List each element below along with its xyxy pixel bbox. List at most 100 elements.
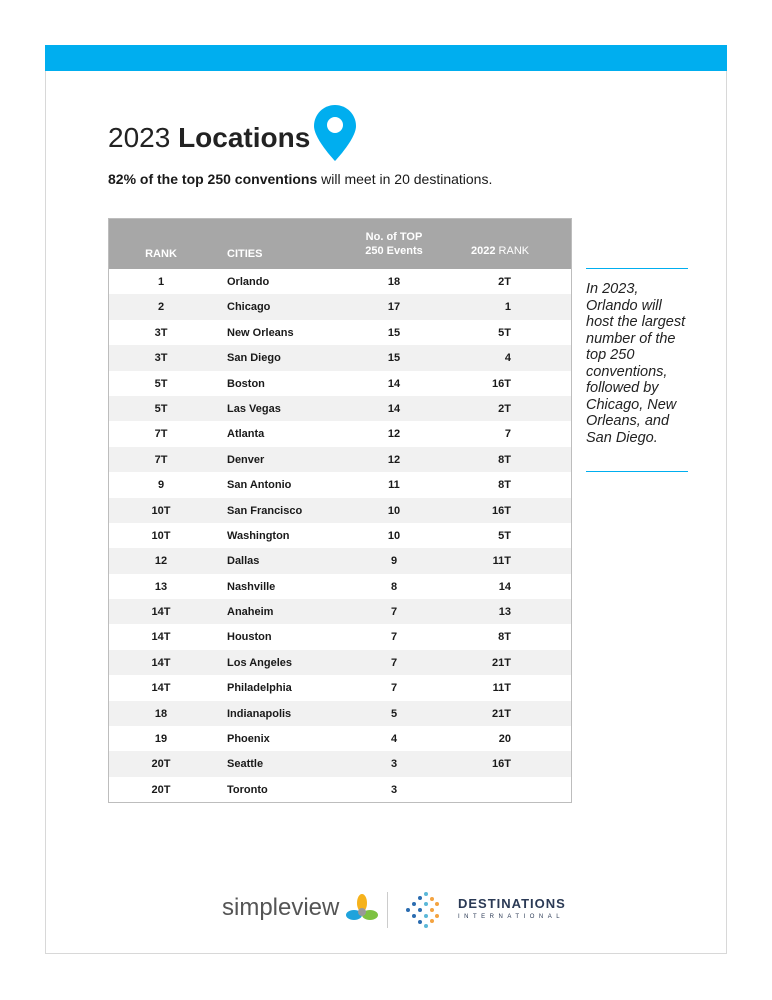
rank-cell: 18 <box>154 707 168 720</box>
destinations-international-mark-icon <box>406 892 439 928</box>
rank-cell: 3T <box>154 326 168 339</box>
table-row: 14T Houston 7 8T <box>109 624 571 649</box>
title-year: 2023 <box>108 122 171 153</box>
rank-cell: 14T <box>151 656 171 669</box>
prior-rank-cell: 11T <box>492 682 511 695</box>
top-accent-bar <box>45 45 727 71</box>
events-cell: 18 <box>387 276 401 288</box>
prior-rank-cell: 8T <box>498 631 511 644</box>
city-cell: Seattle <box>227 758 264 771</box>
events-cell: 7 <box>390 656 398 669</box>
events-cell: 8 <box>390 580 398 593</box>
prior-rank-cell: 5T <box>498 326 511 339</box>
rank-cell: 20T <box>151 758 171 771</box>
prior-rank-cell: 16T <box>492 504 511 517</box>
events-cell: 15 <box>387 352 401 365</box>
city-cell: Las Vegas <box>227 402 281 415</box>
prior-rank-cell: 11T <box>492 555 511 568</box>
events-cell: 12 <box>387 453 401 466</box>
table-row: 14T Philadelphia 7 11T <box>109 675 571 700</box>
international-logo-text: INTERNATIONAL <box>458 914 565 920</box>
header-events-line2: 250 Events <box>365 245 423 257</box>
prior-rank-cell: 14 <box>498 580 511 593</box>
rank-cell: 19 <box>154 733 168 746</box>
prior-rank-cell: 21T <box>492 656 511 669</box>
table-row: 5T Las Vegas 14 2T <box>109 395 571 422</box>
table-row: 18 Indianapolis 5 21T <box>109 700 571 727</box>
city-cell: Toronto <box>227 783 268 796</box>
rankings-table: RANK CITIES No. of TOP 250 Events 2022 R… <box>108 218 572 804</box>
prior-rank-cell: 4 <box>504 352 511 365</box>
table-row: 20T Seattle 3 16T <box>109 751 571 777</box>
simpleview-tri-icon <box>346 894 378 920</box>
city-cell: San Francisco <box>227 504 303 517</box>
city-cell: Atlanta <box>227 428 265 441</box>
subtitle-bold: 82% of the top 250 conventions <box>108 171 318 187</box>
header-prior-label: RANK <box>498 245 530 257</box>
city-cell: San Diego <box>227 352 281 365</box>
table-row: 19 Phoenix 4 20 <box>109 726 571 751</box>
header-cities: CITIES <box>227 248 263 260</box>
city-cell: Los Angeles <box>227 656 292 669</box>
rank-cell: 2 <box>157 301 165 314</box>
city-cell: Dallas <box>227 555 260 568</box>
rank-cell: 7T <box>154 428 168 441</box>
city-cell: Philadelphia <box>227 682 292 695</box>
city-cell: New Orleans <box>227 326 294 339</box>
events-cell: 17 <box>387 301 401 314</box>
city-cell: Chicago <box>227 301 271 314</box>
sidebar-callout: In 2023, Orlando will host the largest n… <box>586 268 688 472</box>
city-cell: Nashville <box>227 580 276 593</box>
table-row: 3T New Orleans 15 5T <box>109 320 571 345</box>
table-body: 1 Orlando 18 2T 2 Chicago 17 1 3T New Orleans 15 5T… <box>109 269 571 802</box>
logo-divider <box>387 892 388 928</box>
table-row: 3T San Diego 15 4 <box>109 345 571 371</box>
header-prior-year: 2022 <box>471 245 496 257</box>
location-pin-icon <box>314 105 356 161</box>
city-cell: Washington <box>227 529 290 542</box>
events-cell: 9 <box>390 555 398 568</box>
rank-cell: 20T <box>151 783 171 796</box>
prior-rank-cell: 16T <box>492 377 511 390</box>
rank-cell: 10T <box>151 529 171 542</box>
table-row: 14T Los Angeles 7 21T <box>109 649 571 676</box>
rank-cell: 7T <box>154 453 168 466</box>
prior-rank-cell: 16T <box>492 758 511 771</box>
events-cell: 7 <box>390 682 398 695</box>
rank-cell: 13 <box>154 580 168 593</box>
prior-rank-cell: 1 <box>504 301 511 314</box>
prior-rank-cell: 2T <box>498 402 511 415</box>
rank-cell: 5T <box>154 377 168 390</box>
simpleview-logo: simpleview <box>222 894 340 921</box>
table-row: 10T San Francisco 10 16T <box>109 497 571 523</box>
city-cell: San Antonio <box>227 479 292 492</box>
table-row: 9 San Antonio 11 8T <box>109 472 571 497</box>
header-rank: RANK <box>145 248 177 260</box>
rank-cell: 14T <box>151 631 171 644</box>
subtitle: 82% of the top 250 conventions will meet… <box>108 171 492 187</box>
prior-rank-cell: 8T <box>498 453 511 466</box>
table-row: 20T Toronto 3 <box>109 777 571 802</box>
prior-rank-cell: 2T <box>498 276 511 288</box>
prior-rank-cell: 5T <box>498 529 511 542</box>
table-row: 12 Dallas 9 11T <box>109 548 571 574</box>
table-row: 1 Orlando 18 2T <box>109 269 571 294</box>
events-cell: 3 <box>390 758 398 771</box>
events-cell: 12 <box>387 428 401 441</box>
destinations-logo-text: DESTINATIONS <box>458 896 566 911</box>
city-cell: Denver <box>227 453 265 466</box>
footer-logos: simpleview DESTINATIONS INTERNATIONAL <box>222 888 565 932</box>
city-cell: Phoenix <box>227 733 270 746</box>
rank-cell: 3T <box>154 352 168 365</box>
events-cell: 15 <box>387 326 401 339</box>
rank-cell: 14T <box>151 682 171 695</box>
city-cell: Boston <box>227 377 265 390</box>
events-cell: 4 <box>390 733 398 746</box>
events-cell: 3 <box>390 783 398 796</box>
subtitle-rest: will meet in 20 destinations. <box>321 171 493 187</box>
table-row: 2 Chicago 17 1 <box>109 294 571 320</box>
events-cell: 14 <box>387 402 401 415</box>
events-cell: 10 <box>387 529 401 542</box>
rank-cell: 10T <box>151 504 171 517</box>
callout-text: In 2023, Orlando will host the largest n… <box>586 281 686 446</box>
